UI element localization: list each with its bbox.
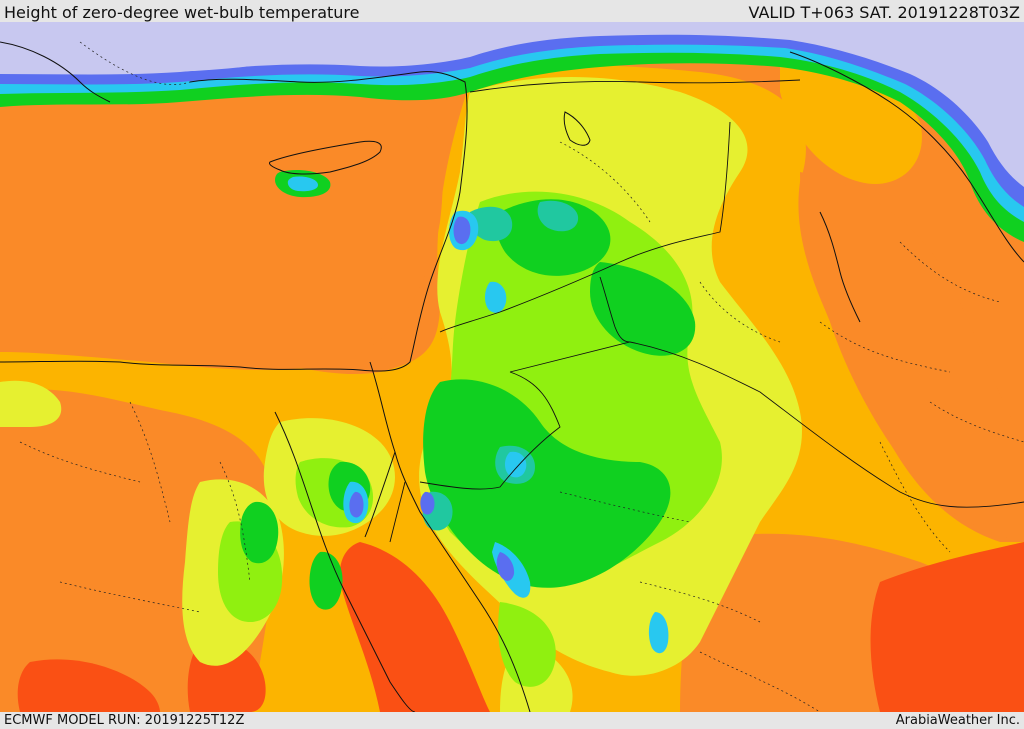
red-orange-zones	[17, 542, 1024, 712]
blue-zones	[349, 216, 515, 581]
weather-map	[0, 22, 1024, 712]
northern-blue-band	[0, 22, 1024, 207]
northern-lavender-zone	[0, 22, 1024, 187]
cyprus-core	[287, 176, 318, 192]
province-borders	[19, 41, 1024, 712]
footer-bar: ECMWF MODEL RUN: 20191225T12Z ArabiaWeat…	[0, 712, 1024, 729]
green-zones	[240, 199, 696, 610]
country-borders	[389, 79, 1024, 543]
model-run: ECMWF MODEL RUN: 20191225T12Z	[4, 713, 245, 728]
valid-time: VALID T+063 SAT. 20191228T03Z	[748, 3, 1020, 22]
credit: ArabiaWeather Inc.	[895, 713, 1020, 728]
coastlines	[0, 41, 1024, 712]
map-title: Height of zero-degree wet-bulb temperatu…	[4, 3, 360, 22]
header-bar: Height of zero-degree wet-bulb temperatu…	[0, 0, 1024, 22]
map-canvas	[0, 22, 1024, 712]
